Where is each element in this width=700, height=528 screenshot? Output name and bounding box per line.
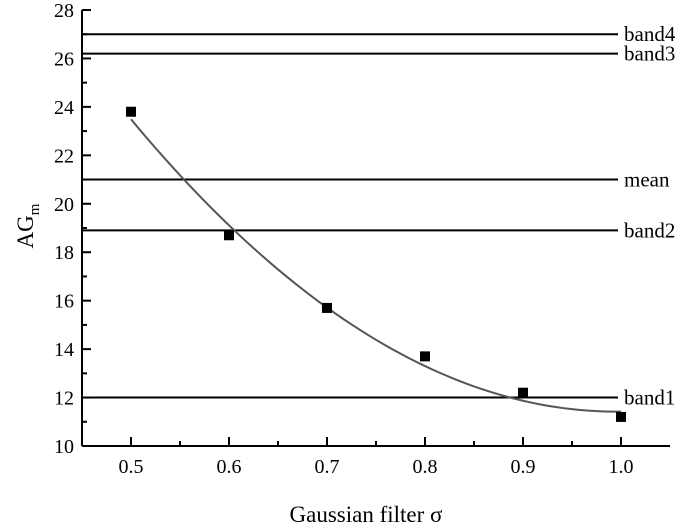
x-axis-label: Gaussian filter σ — [290, 502, 444, 527]
data-point — [322, 302, 332, 313]
reference-label-band2: band2 — [624, 218, 675, 242]
y-axis-label: AGm — [13, 203, 43, 248]
data-point — [126, 106, 136, 117]
x-tick-label: 0.7 — [315, 456, 340, 478]
y-tick-label: 16 — [54, 291, 74, 313]
y-tick-label: 28 — [54, 0, 74, 22]
reference-label-band3: band3 — [624, 42, 675, 66]
y-tick-label: 14 — [54, 339, 74, 361]
data-point — [224, 230, 234, 241]
y-tick-label: 12 — [54, 388, 74, 410]
y-axis-label-subscript: m — [27, 203, 43, 215]
data-points — [126, 106, 626, 422]
x-tick-label: 0.6 — [217, 456, 242, 478]
x-tick-label: 0.9 — [511, 456, 536, 478]
x-tick-label: 0.8 — [413, 456, 438, 478]
axes: 10 12 14 16 18 20 22 24 26 28 0.5 0.6 0.7 0.8 0.9 1.0 — [54, 0, 670, 478]
reference-label-band1: band1 — [624, 386, 675, 410]
x-tick-label: 0.5 — [119, 456, 144, 478]
data-point — [616, 411, 626, 422]
y-tick-label: 24 — [54, 97, 74, 119]
data-point — [518, 387, 528, 398]
reference-label-band4: band4 — [624, 22, 676, 46]
data-point — [420, 351, 430, 362]
y-tick-label: 18 — [54, 242, 74, 264]
x-tick-label: 1.0 — [609, 456, 634, 478]
y-tick-label: 10 — [54, 436, 74, 458]
fit-curve — [130, 118, 621, 413]
fit-curve-group — [130, 118, 621, 413]
y-tick-label: 26 — [54, 48, 74, 70]
y-tick-label: 20 — [54, 194, 74, 216]
reference-label-mean: mean — [624, 168, 670, 192]
y-tick-label: 22 — [54, 145, 74, 167]
y-axis-label-main: AG — [13, 215, 38, 248]
